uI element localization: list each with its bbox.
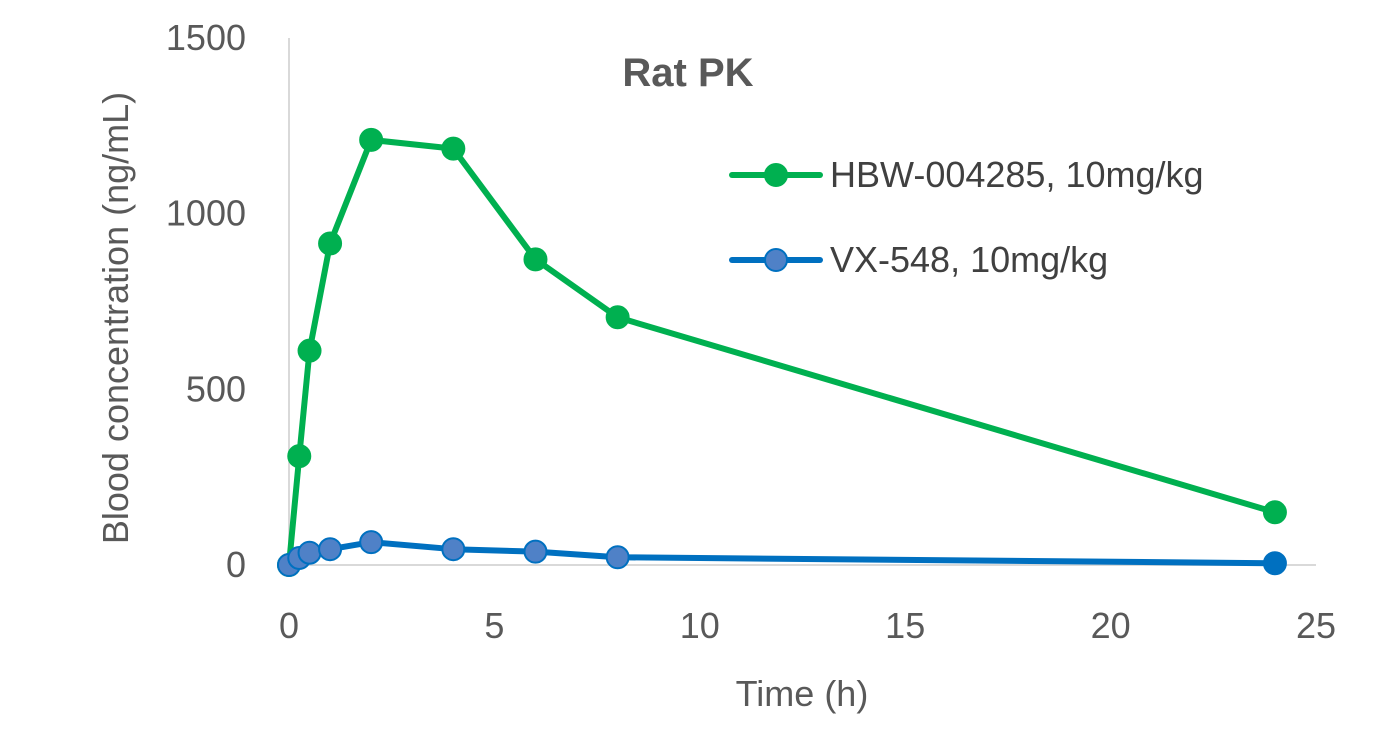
axes-layer <box>288 38 1316 566</box>
series-line <box>286 539 1278 568</box>
series-2 <box>277 530 1287 577</box>
data-point <box>318 231 343 256</box>
legend-marker <box>764 163 788 187</box>
data-point <box>523 539 548 564</box>
data-point <box>1262 551 1287 576</box>
y-tick-label: 0 <box>226 544 246 585</box>
x-tick-label: 0 <box>279 605 299 646</box>
data-point <box>297 338 322 363</box>
x-tick-label: 25 <box>1296 605 1336 646</box>
data-point <box>605 305 630 330</box>
y-axis-title: Blood concentration (ng/mL) <box>95 92 136 544</box>
legend-entry: VX-548, 10mg/kg <box>729 239 1108 280</box>
data-point <box>359 127 384 152</box>
tick-labels-layer: 0 5 10 15 20 25 0 500 1000 1500 <box>166 17 1336 646</box>
legend: HBW-004285, 10mg/kg VX-548, 10mg/kg <box>729 154 1204 280</box>
data-point <box>441 537 466 562</box>
chart-title: Rat PK <box>622 51 753 95</box>
y-tick-label: 1000 <box>166 193 246 234</box>
data-point <box>359 530 384 555</box>
x-tick-label: 15 <box>885 605 925 646</box>
data-point <box>605 545 630 570</box>
data-point <box>287 444 312 469</box>
legend-label: HBW-004285, 10mg/kg <box>830 154 1204 195</box>
data-point <box>523 247 548 272</box>
y-tick-label: 500 <box>186 368 246 409</box>
data-point <box>297 540 322 565</box>
x-tick-label: 5 <box>484 605 504 646</box>
data-point <box>318 537 343 562</box>
data-point <box>441 136 466 161</box>
legend-entry: HBW-004285, 10mg/kg <box>729 154 1204 195</box>
legend-label: VX-548, 10mg/kg <box>830 239 1108 280</box>
series-layer <box>277 127 1287 577</box>
x-tick-label: 10 <box>680 605 720 646</box>
series-1 <box>277 127 1287 577</box>
y-tick-label: 1500 <box>166 17 246 58</box>
series-line <box>286 136 1278 568</box>
x-axis-title: Time (h) <box>736 673 869 714</box>
legend-marker <box>764 248 788 272</box>
data-point <box>1262 500 1287 525</box>
x-tick-label: 20 <box>1091 605 1131 646</box>
